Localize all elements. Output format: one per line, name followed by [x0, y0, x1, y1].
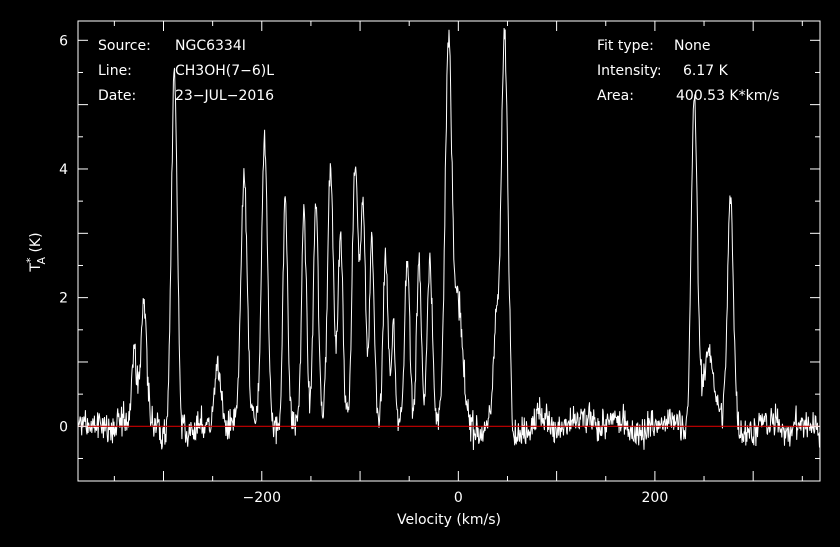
y-tick-label: 2: [59, 291, 68, 307]
date-key: Date:: [98, 88, 136, 104]
date-value: 23−JUL−2016: [175, 88, 274, 104]
source-key: Source:: [98, 38, 151, 54]
y-axis-label-main: T: [28, 263, 44, 273]
y-axis-label: T*A (K): [24, 232, 48, 272]
fit-type-key: Fit type:: [597, 38, 654, 54]
plot-frame: [77, 20, 821, 482]
spectrum-line: [77, 27, 821, 451]
line-key: Line:: [98, 63, 132, 79]
y-tick-label: 0: [59, 419, 68, 435]
area-key: Area:: [597, 88, 634, 104]
info-box-left: Source: NGC6334I Line: CH3OH(7−6)L Date:…: [98, 38, 274, 104]
x-tick-label: −200: [243, 490, 281, 506]
y-axis-label-sub: A: [35, 257, 48, 265]
intensity-value: 6.17 K: [683, 63, 729, 79]
fit-type-value: None: [674, 38, 711, 54]
y-axis-label-unit: (K): [28, 232, 44, 257]
y-axis-label-sup: *: [24, 257, 37, 263]
source-value: NGC6334I: [175, 38, 246, 54]
intensity-key: Intensity:: [597, 63, 662, 79]
axis-ticks: [78, 21, 820, 481]
line-value: CH3OH(7−6)L: [175, 63, 274, 79]
spectrum-series-line: [77, 27, 821, 451]
area-value: 400.53 K*km/s: [676, 88, 779, 104]
tick-labels: −200 0 200 0 2 4 6: [59, 33, 668, 506]
info-box-right: Fit type: None Intensity: 6.17 K Area: 4…: [597, 38, 779, 104]
x-axis-label: Velocity (km/s): [397, 512, 501, 528]
x-tick-label: 0: [454, 490, 463, 506]
y-tick-label: 6: [59, 33, 68, 49]
y-tick-label: 4: [59, 162, 68, 178]
x-tick-label: 200: [642, 490, 669, 506]
